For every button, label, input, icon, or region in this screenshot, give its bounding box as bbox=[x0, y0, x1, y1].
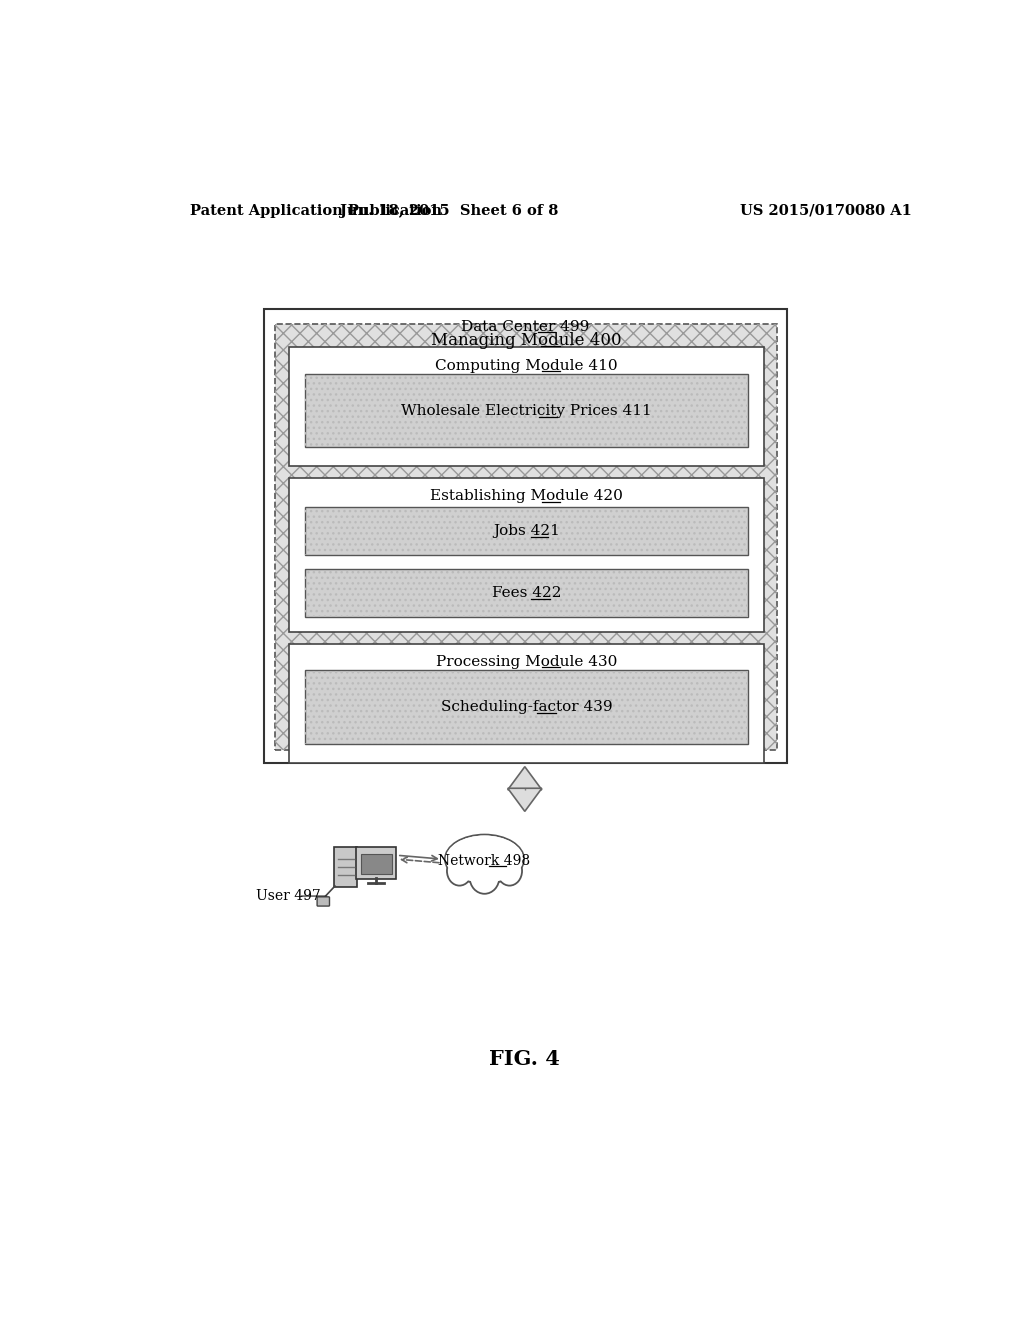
Text: Scheduling-factor 439: Scheduling-factor 439 bbox=[440, 700, 612, 714]
FancyBboxPatch shape bbox=[289, 347, 764, 466]
Text: Fees 422: Fees 422 bbox=[492, 586, 561, 599]
Ellipse shape bbox=[484, 841, 508, 866]
Ellipse shape bbox=[470, 861, 500, 894]
Ellipse shape bbox=[497, 857, 522, 886]
Text: Managing Module 400: Managing Module 400 bbox=[431, 333, 622, 350]
FancyBboxPatch shape bbox=[305, 374, 748, 447]
Text: Jobs 421: Jobs 421 bbox=[493, 524, 560, 539]
FancyBboxPatch shape bbox=[360, 854, 391, 874]
Polygon shape bbox=[508, 788, 542, 812]
FancyBboxPatch shape bbox=[305, 569, 748, 616]
FancyBboxPatch shape bbox=[305, 671, 748, 743]
Text: User 497: User 497 bbox=[256, 890, 321, 903]
Text: Computing Module 410: Computing Module 410 bbox=[435, 359, 617, 372]
FancyBboxPatch shape bbox=[317, 896, 330, 906]
FancyBboxPatch shape bbox=[263, 309, 786, 763]
FancyBboxPatch shape bbox=[334, 847, 357, 887]
Text: US 2015/0170080 A1: US 2015/0170080 A1 bbox=[740, 203, 912, 218]
FancyBboxPatch shape bbox=[275, 323, 776, 750]
Ellipse shape bbox=[445, 834, 524, 883]
Ellipse shape bbox=[445, 836, 523, 883]
FancyBboxPatch shape bbox=[356, 847, 396, 879]
Text: FIG. 4: FIG. 4 bbox=[489, 1049, 560, 1069]
Text: Processing Module 430: Processing Module 430 bbox=[435, 655, 617, 669]
Polygon shape bbox=[508, 767, 542, 789]
Text: Jun. 18, 2015  Sheet 6 of 8: Jun. 18, 2015 Sheet 6 of 8 bbox=[340, 203, 559, 218]
Text: Wholesale Electricity Prices 411: Wholesale Electricity Prices 411 bbox=[401, 404, 651, 417]
FancyBboxPatch shape bbox=[289, 644, 764, 763]
Ellipse shape bbox=[446, 857, 472, 886]
Text: Data Center 499: Data Center 499 bbox=[461, 319, 590, 334]
Text: Establishing Module 420: Establishing Module 420 bbox=[430, 490, 623, 503]
Ellipse shape bbox=[461, 841, 484, 866]
Text: Patent Application Publication: Patent Application Publication bbox=[190, 203, 442, 218]
FancyBboxPatch shape bbox=[305, 507, 748, 554]
FancyBboxPatch shape bbox=[289, 478, 764, 632]
Text: Network 498: Network 498 bbox=[438, 854, 530, 867]
